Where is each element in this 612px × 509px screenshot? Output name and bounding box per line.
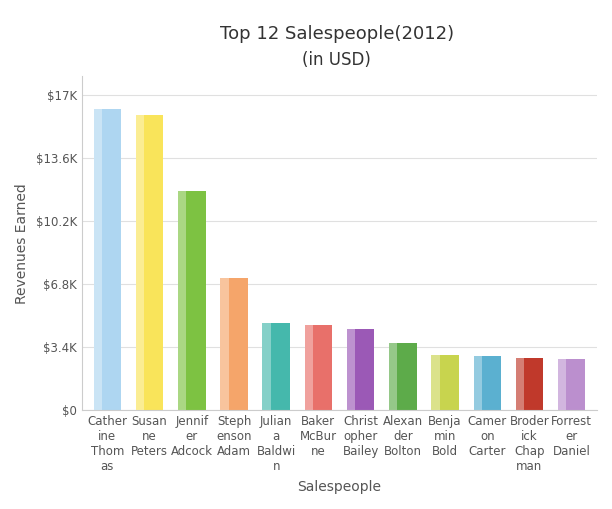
Bar [558,359,566,410]
Bar [220,278,228,410]
Bar [431,354,439,410]
Bar [305,325,313,410]
Bar [389,344,397,410]
Bar [263,323,290,410]
Bar [558,359,586,410]
Bar [178,191,206,410]
Text: (in USD): (in USD) [302,51,371,69]
Bar [136,115,163,410]
Bar [263,323,271,410]
Bar [94,109,121,410]
Bar [474,356,501,410]
Bar [94,109,102,410]
Bar [347,328,375,410]
Bar [305,325,332,410]
Bar [474,356,482,410]
Y-axis label: Revenues Earned: Revenues Earned [15,183,29,303]
Bar [220,278,248,410]
Bar [178,191,186,410]
Bar [516,358,543,410]
Bar [347,328,355,410]
Bar [136,115,144,410]
Bar [389,344,417,410]
Text: Top 12 Salespeople(2012): Top 12 Salespeople(2012) [220,25,453,43]
Bar [431,354,459,410]
X-axis label: Salespeople: Salespeople [297,480,381,494]
Bar [516,358,524,410]
